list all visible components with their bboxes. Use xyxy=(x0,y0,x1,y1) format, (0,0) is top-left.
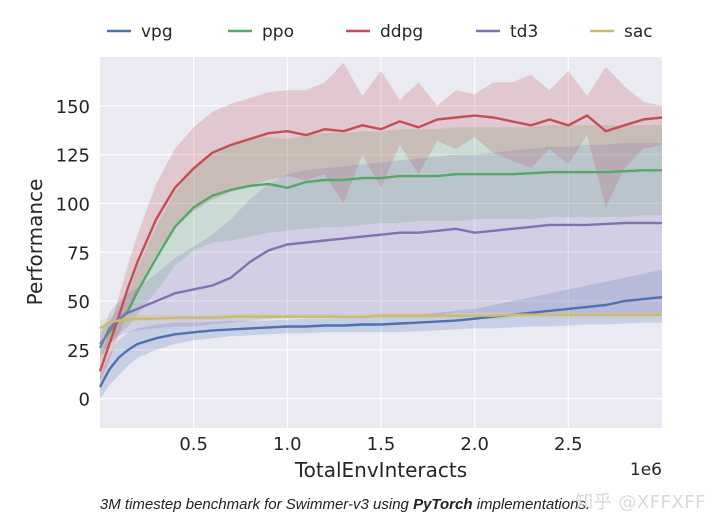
x-tick-label: 2.0 xyxy=(460,434,489,455)
series-lines xyxy=(98,114,663,388)
legend-label-sac: sac xyxy=(624,22,653,42)
y-tick-label: 50 xyxy=(67,292,90,313)
y-tick-label: 125 xyxy=(56,146,90,167)
grid xyxy=(100,57,662,428)
x-axis-label: TotalEnvInteracts xyxy=(294,458,467,482)
legend-label-ppo: ppo xyxy=(262,22,294,42)
legend: vpg ppo ddpg td3 sac xyxy=(107,22,653,42)
figure-caption: 3M timestep benchmark for Swimmer-v3 usi… xyxy=(0,496,690,513)
caption-prefix: 3M timestep benchmark for Swimmer-v3 usi… xyxy=(99,496,414,513)
chart: vpg ppo ddpg td3 sac 0 25 50 75 100 125 150 0.5 1.0… xyxy=(23,22,663,482)
caption-bold: PyTorch xyxy=(413,496,473,513)
band-ppo xyxy=(100,125,662,356)
line-td3 xyxy=(98,221,662,349)
x-axis-exponent: 1e6 xyxy=(630,460,662,480)
y-tick-label: 0 xyxy=(79,390,90,411)
watermark: 知乎 @XFFXFF xyxy=(575,492,706,513)
x-tick-label: 1.5 xyxy=(367,434,396,455)
x-axis-ticks: 0.5 1.0 1.5 2.0 2.5 xyxy=(179,434,582,455)
y-axis-label: Performance xyxy=(23,179,47,306)
legend-label-ddpg: ddpg xyxy=(380,22,423,42)
x-tick-label: 2.5 xyxy=(554,434,583,455)
line-vpg xyxy=(98,296,663,388)
x-tick-label: 0.5 xyxy=(179,434,208,455)
legend-label-vpg: vpg xyxy=(141,22,173,42)
x-tick-label: 1.0 xyxy=(273,434,302,455)
band-vpg xyxy=(100,269,662,399)
y-tick-label: 75 xyxy=(67,243,90,264)
y-tick-label: 150 xyxy=(56,97,90,118)
line-ddpg xyxy=(98,114,663,372)
legend-label-td3: td3 xyxy=(510,22,538,42)
line-ppo xyxy=(99,169,662,345)
caption-suffix: implementations. xyxy=(472,496,591,513)
band-td3 xyxy=(100,142,662,360)
line-sac xyxy=(99,313,662,330)
y-tick-label: 25 xyxy=(67,341,90,362)
y-tick-label: 100 xyxy=(56,194,90,215)
y-axis-ticks: 0 25 50 75 100 125 150 xyxy=(56,97,90,411)
